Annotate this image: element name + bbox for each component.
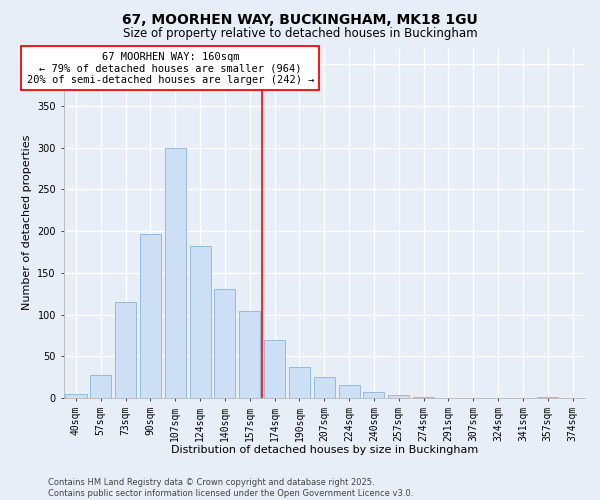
Bar [115,302,136,398]
Bar [314,377,335,398]
Bar [264,340,285,398]
Bar [338,386,359,398]
Bar [289,367,310,398]
Bar [413,397,434,398]
X-axis label: Distribution of detached houses by size in Buckingham: Distribution of detached houses by size … [170,445,478,455]
Bar [90,376,112,398]
Bar [140,234,161,398]
Text: Size of property relative to detached houses in Buckingham: Size of property relative to detached ho… [122,28,478,40]
Bar [165,148,186,398]
Text: 67, MOORHEN WAY, BUCKINGHAM, MK18 1GU: 67, MOORHEN WAY, BUCKINGHAM, MK18 1GU [122,12,478,26]
Bar [364,392,385,398]
Bar [190,246,211,398]
Bar [537,397,559,398]
Text: 67 MOORHEN WAY: 160sqm
← 79% of detached houses are smaller (964)
20% of semi-de: 67 MOORHEN WAY: 160sqm ← 79% of detached… [26,52,314,85]
Bar [388,394,409,398]
Bar [65,394,86,398]
Bar [214,290,235,398]
Y-axis label: Number of detached properties: Number of detached properties [22,135,32,310]
Text: Contains HM Land Registry data © Crown copyright and database right 2025.
Contai: Contains HM Land Registry data © Crown c… [48,478,413,498]
Bar [239,311,260,398]
